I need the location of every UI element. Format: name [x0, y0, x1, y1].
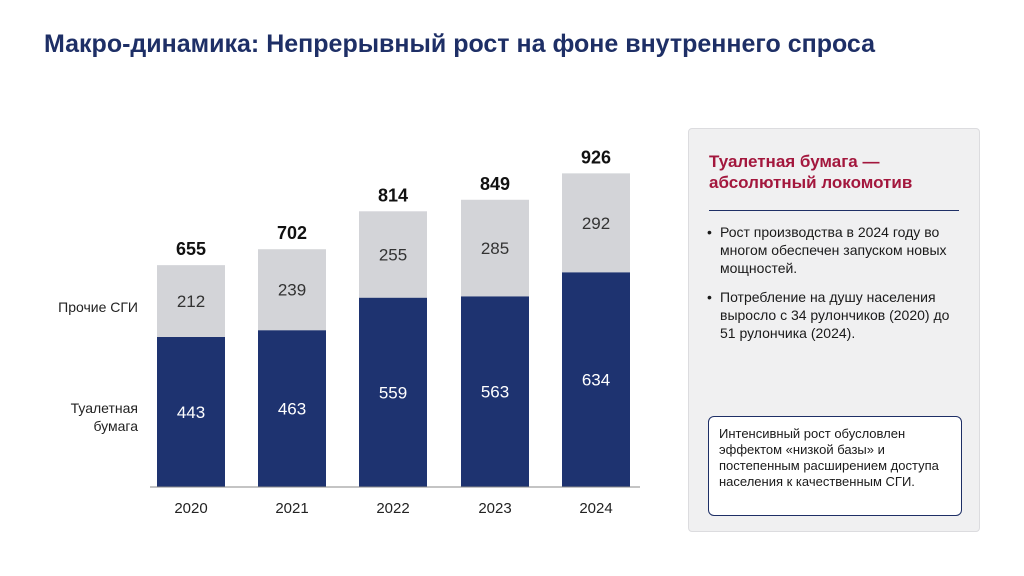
- total-label: 814: [378, 185, 408, 205]
- data-label-other-sgi: 285: [481, 239, 509, 258]
- bullet-item: Рост производства в 2024 году во многом …: [707, 223, 967, 277]
- data-label-other-sgi: 239: [278, 281, 306, 300]
- bar-other-sgi: [258, 249, 326, 331]
- bar-other-sgi: [461, 199, 529, 297]
- bar-other-sgi: [359, 211, 427, 298]
- data-label-other-sgi: 255: [379, 245, 407, 264]
- insight-panel: Туалетная бумага — абсолютный локомотив …: [688, 128, 980, 532]
- bar-toilet-paper: [562, 272, 630, 487]
- panel-title: Туалетная бумага — абсолютный локомотив: [709, 152, 913, 192]
- legend-toilet-paper: Туалетная бумага: [71, 400, 139, 434]
- bar-toilet-paper: [258, 330, 326, 487]
- data-label-toilet-paper: 443: [177, 403, 205, 422]
- bar-toilet-paper: [157, 336, 225, 487]
- total-label: 655: [176, 239, 206, 259]
- x-tick-label: 2023: [478, 500, 511, 517]
- data-label-toilet-paper: 559: [379, 383, 407, 402]
- bullet-list: Рост производства в 2024 году во многом …: [707, 223, 967, 353]
- x-tick-label: 2021: [275, 500, 308, 517]
- total-label: 926: [581, 147, 611, 167]
- data-label-other-sgi: 292: [582, 214, 610, 233]
- data-label-toilet-paper: 563: [481, 383, 509, 402]
- data-label-other-sgi: 212: [177, 292, 205, 311]
- panel-divider: [709, 210, 959, 211]
- total-label: 702: [277, 223, 307, 243]
- bullet-item: Потребление на душу населения выросло с …: [707, 288, 967, 342]
- bar-toilet-paper: [461, 296, 529, 487]
- x-tick-label: 2024: [579, 500, 612, 517]
- legend-other-sgi: Прочие СГИ: [58, 299, 138, 315]
- data-label-toilet-paper: 463: [278, 400, 306, 419]
- note-box: Интенсивный рост обусловлен эффектом «ни…: [708, 416, 962, 516]
- page-title: Макро-динамика: Непрерывный рост на фоне…: [44, 30, 876, 58]
- total-label: 849: [480, 174, 510, 194]
- x-tick-label: 2022: [376, 500, 409, 517]
- data-label-toilet-paper: 634: [582, 371, 610, 390]
- bar-toilet-paper: [359, 297, 427, 487]
- bar-other-sgi: [157, 265, 225, 337]
- stacked-bar-chart: 443 212 655 2020 463 239 702 2021 559 255 814 2022 5…: [58, 147, 640, 517]
- bar-other-sgi: [562, 173, 630, 273]
- x-tick-label: 2020: [174, 500, 207, 517]
